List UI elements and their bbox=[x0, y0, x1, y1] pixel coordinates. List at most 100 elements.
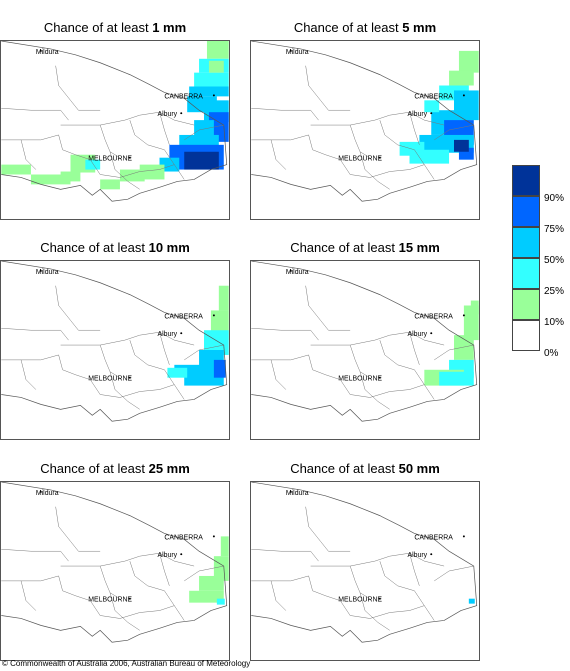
rainfall-cell bbox=[454, 335, 474, 360]
legend-label-90: 90% bbox=[544, 193, 565, 204]
district-boundary bbox=[349, 565, 371, 599]
panel-title: Chance of at least 10 mm bbox=[40, 240, 190, 255]
district-boundary bbox=[340, 159, 370, 178]
district-boundary bbox=[310, 111, 445, 126]
district-boundary bbox=[349, 344, 371, 378]
district-boundary bbox=[119, 384, 175, 398]
district-boundary bbox=[414, 149, 435, 180]
district-boundary bbox=[58, 575, 91, 601]
probability-legend: 90% 75% 50% 25% 10% 0% bbox=[512, 165, 570, 365]
district-boundary bbox=[359, 151, 390, 190]
rainfall-cell bbox=[167, 367, 188, 378]
melbourne-marker bbox=[128, 376, 131, 379]
district-boundary bbox=[109, 592, 140, 631]
rainfall-cell bbox=[449, 70, 474, 86]
district-boundary bbox=[184, 565, 224, 582]
district-boundary bbox=[60, 552, 195, 567]
albury-marker bbox=[430, 332, 433, 335]
district-boundary bbox=[164, 590, 185, 621]
legend-label-75: 75% bbox=[544, 224, 565, 235]
district-boundary bbox=[369, 605, 425, 619]
rainfall-cell bbox=[199, 575, 224, 591]
panel-title: Chance of at least 50 mm bbox=[290, 461, 440, 476]
rainfall-cell bbox=[139, 164, 165, 180]
district-boundary bbox=[129, 340, 165, 371]
district-boundary bbox=[55, 506, 101, 552]
canberra-label: CANBERRA bbox=[414, 313, 453, 320]
district-boundary bbox=[349, 124, 371, 158]
district-boundary bbox=[1, 575, 59, 582]
district-boundary bbox=[409, 112, 420, 145]
district-boundary bbox=[270, 139, 287, 170]
albury-marker bbox=[180, 553, 183, 556]
district-boundary bbox=[129, 561, 165, 592]
district-boundary bbox=[60, 331, 195, 346]
rainfall-cell bbox=[30, 174, 71, 185]
district-boundary bbox=[90, 600, 120, 619]
melbourne-label: MELBOURNE bbox=[338, 376, 382, 383]
albury-marker bbox=[430, 112, 433, 115]
district-boundary bbox=[340, 600, 370, 619]
mildura-label: Mildura bbox=[286, 269, 309, 276]
rainfall-cell bbox=[85, 159, 101, 170]
melbourne-label: MELBOURNE bbox=[88, 156, 132, 163]
victoria-outline bbox=[251, 41, 478, 202]
panel-50mm: Chance of at least 50 mm Mildura CANBERRA… bbox=[250, 459, 480, 669]
rainfall-cell bbox=[218, 285, 229, 311]
mildura-marker bbox=[39, 269, 42, 272]
district-boundary bbox=[308, 575, 341, 601]
legend-swatch-10 bbox=[512, 289, 540, 320]
rainfall-cell bbox=[206, 41, 229, 59]
district-boundary bbox=[109, 151, 140, 190]
district-boundary bbox=[414, 590, 435, 621]
district-boundary bbox=[409, 332, 420, 365]
rainfall-cell bbox=[174, 364, 224, 377]
copyright-notice: © Commonwealth of Australia 2006, Austra… bbox=[2, 659, 251, 668]
rainfall-map: Mildura CANBERRA Albury MELBOURNE bbox=[250, 481, 480, 661]
rainfall-cell bbox=[189, 590, 224, 603]
legend-label-50: 50% bbox=[544, 255, 565, 266]
panel-1mm: Chance of at least 1 mm Mildura CANBERRA A… bbox=[0, 18, 230, 228]
rainfall-cell bbox=[458, 50, 479, 73]
victoria-outline bbox=[1, 41, 228, 202]
district-boundary bbox=[414, 369, 435, 400]
district-boundary bbox=[99, 124, 121, 158]
albury-label: Albury bbox=[408, 552, 428, 559]
canberra-marker bbox=[212, 535, 215, 538]
district-boundary bbox=[251, 575, 309, 582]
district-boundary bbox=[159, 112, 170, 145]
melbourne-label: MELBOURNE bbox=[88, 376, 132, 383]
district-boundary bbox=[310, 331, 445, 346]
rainfall-cell bbox=[213, 359, 226, 378]
panel-title: Chance of at least 25 mm bbox=[40, 461, 190, 476]
albury-marker bbox=[180, 332, 183, 335]
mildura-marker bbox=[39, 49, 42, 52]
canberra-marker bbox=[462, 94, 465, 97]
district-boundary bbox=[129, 120, 165, 151]
albury-label: Albury bbox=[158, 331, 178, 338]
rainfall-cell bbox=[470, 300, 479, 315]
legend-label-10: 10% bbox=[544, 317, 565, 328]
albury-label: Albury bbox=[408, 331, 428, 338]
canberra-label: CANBERRA bbox=[164, 313, 203, 320]
rainfall-cell bbox=[409, 149, 450, 164]
district-boundary bbox=[359, 592, 390, 631]
district-boundary bbox=[251, 548, 319, 562]
district-boundary bbox=[1, 548, 69, 562]
victoria-outline bbox=[1, 261, 228, 422]
district-boundary bbox=[90, 159, 120, 178]
district-boundary bbox=[251, 107, 319, 121]
rainfall-cell bbox=[220, 536, 229, 557]
panel-5mm: Chance of at least 5 mm Mildura CANBERRA A… bbox=[250, 18, 480, 228]
district-boundary bbox=[119, 605, 175, 619]
legend-label-0: 0% bbox=[544, 348, 559, 359]
rainfall-map: Mildura CANBERRA Albury MELBOURNE bbox=[0, 260, 230, 440]
district-boundary bbox=[1, 354, 59, 361]
district-boundary bbox=[58, 134, 91, 160]
district-boundary bbox=[270, 359, 287, 390]
district-boundary bbox=[184, 344, 224, 361]
panel-title: Chance of at least 1 mm bbox=[43, 20, 187, 35]
district-boundary bbox=[379, 340, 415, 371]
district-boundary bbox=[119, 164, 175, 178]
district-boundary bbox=[1, 327, 69, 341]
